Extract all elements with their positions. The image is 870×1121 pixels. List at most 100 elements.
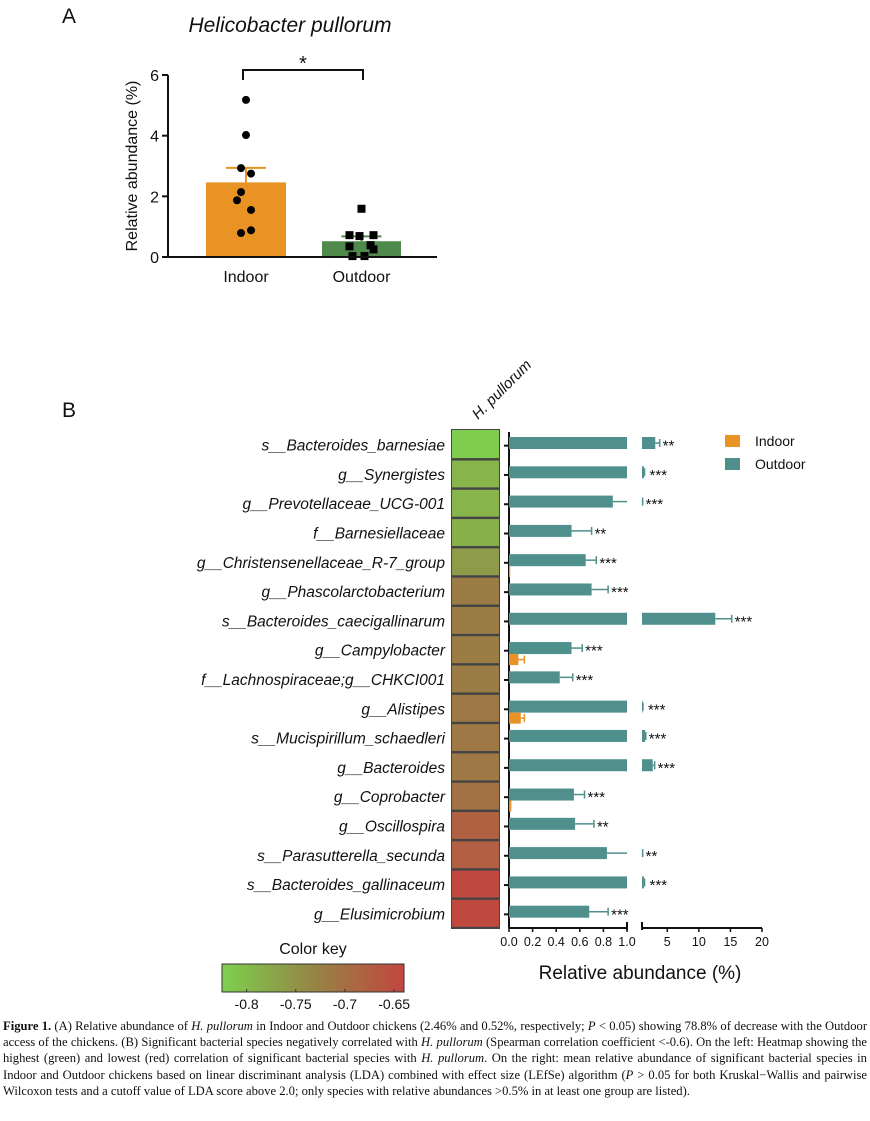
data-point <box>357 204 366 213</box>
figure-caption: Figure 1. (A) Relative abundance of H. p… <box>3 1018 867 1099</box>
data-point <box>247 205 255 214</box>
row-label: g__Bacteroides <box>337 760 445 777</box>
y-tick-label: 2 <box>150 189 159 206</box>
color-key-tick-label: -0.65 <box>378 996 410 1012</box>
bar-outdoor <box>509 583 592 596</box>
heatmap-column-label: H. pullorum <box>469 357 535 423</box>
significance-label: *** <box>650 467 668 484</box>
caption-segment: P <box>587 1019 596 1033</box>
row-label: s__Parasutterella_secunda <box>257 848 445 865</box>
significance-label: *** <box>611 906 629 923</box>
caption-segment: (Spearman correlation coefficient <-0.6)… <box>3 1035 867 1066</box>
significance-label: ** <box>663 438 675 455</box>
significance-label: *** <box>648 701 666 718</box>
data-point <box>345 231 354 240</box>
bar-outdoor-right <box>642 466 644 479</box>
caption-segment: < 0.05) showing 78.8% of decrease with t… <box>3 1019 868 1050</box>
caption-segment: P <box>625 1067 634 1082</box>
x-tick-label: 0.2 <box>524 935 541 949</box>
significance-label: ** <box>646 848 658 865</box>
x-tick-label: 15 <box>723 935 737 949</box>
row-label: f__Lachnospiraceae;g__CHKCI001 <box>201 672 445 689</box>
significance-label: *** <box>646 496 664 513</box>
bar-outdoor-right <box>642 759 653 772</box>
caption-segment: in Indoor and Outdoor chickens (2.46% an… <box>252 1019 588 1033</box>
x-axis-label: Relative abundance (%) <box>539 963 742 984</box>
bar-outdoor-right <box>642 437 656 449</box>
bar-outdoor <box>509 847 607 860</box>
panel-label-b: B <box>62 399 76 422</box>
heatmap-cell <box>452 694 499 722</box>
bar-outdoor <box>509 642 572 655</box>
bar-outdoor <box>509 671 560 684</box>
bar-indoor <box>206 182 286 257</box>
bar-outdoor-right <box>642 729 646 742</box>
legend-swatch-indoor <box>725 435 740 447</box>
caption-segment: H. pullorum <box>421 1051 485 1066</box>
row-label: s__Bacteroides_barnesiae <box>261 438 445 455</box>
caption-segment: H. pullorum <box>421 1035 483 1050</box>
bar-outdoor <box>509 495 613 508</box>
heatmap-cell <box>452 460 499 488</box>
x-tick-label: 10 <box>692 935 706 949</box>
row-label: g__Campylobacter <box>315 643 446 660</box>
significance-label: *** <box>611 584 629 601</box>
caption-segment: > 0.05 for both Kruskal−Wallis and pairw… <box>3 1067 867 1098</box>
heatmap-cell <box>452 665 499 693</box>
x-tick-label: 0.0 <box>500 935 517 949</box>
x-tick-label: 20 <box>755 935 769 949</box>
legend-swatch-outdoor <box>725 458 740 470</box>
significance-label: *** <box>585 643 603 660</box>
row-label: g__Phascolarctobacterium <box>261 584 445 601</box>
data-point <box>242 95 250 104</box>
heatmap-cell <box>452 430 499 459</box>
data-point <box>242 131 250 140</box>
bar-outdoor <box>509 437 627 449</box>
y-tick-label: 0 <box>150 250 159 267</box>
heatmap-cell <box>452 636 499 664</box>
caption-segment: (A) Relative abundance of <box>51 1019 192 1033</box>
bar-outdoor <box>509 759 627 772</box>
data-point <box>345 242 354 251</box>
bar-outdoor-right <box>642 612 716 625</box>
bar-outdoor <box>509 466 627 479</box>
bar-outdoor <box>509 876 627 889</box>
color-key-title: Color key <box>279 941 347 958</box>
row-label: s__Bacteroides_gallinaceum <box>247 877 445 894</box>
bar-outdoor <box>509 905 590 918</box>
bar-indoor <box>509 566 511 578</box>
color-key-tick-label: -0.75 <box>280 996 312 1012</box>
heatmap-cell <box>452 519 499 546</box>
significance-label: ** <box>595 526 607 543</box>
bar-outdoor-right <box>642 876 644 889</box>
caption-segment: . On the right: mean relative abundance … <box>3 1051 867 1082</box>
x-tick-label: Outdoor <box>333 269 391 286</box>
bar-indoor <box>509 800 512 812</box>
bar-outdoor <box>509 700 627 713</box>
heatmap-cell <box>452 489 499 517</box>
caption-segment: Figure 1. <box>3 1019 52 1033</box>
significance-label: *** <box>658 760 676 777</box>
bar-indoor <box>509 654 519 666</box>
bar-outdoor <box>509 788 574 801</box>
heatmap-cell <box>452 548 499 576</box>
row-label: g__Coprobacter <box>334 789 446 806</box>
data-point <box>237 164 245 173</box>
chart-title: Helicobacter pullorum <box>188 14 391 37</box>
caption-segment: H. pullorum <box>191 1019 253 1033</box>
data-point <box>233 196 241 205</box>
heatmap-cell <box>452 899 499 927</box>
color-key-tick-label: -0.8 <box>235 996 259 1012</box>
significance-label: *** <box>599 555 617 572</box>
significance-bracket <box>242 69 364 80</box>
data-point <box>237 229 245 238</box>
data-point <box>366 241 375 250</box>
data-point <box>237 188 245 197</box>
significance-label: *** <box>735 613 753 630</box>
heatmap-cell <box>452 870 499 898</box>
row-label: s__Mucispirillum_schaedleri <box>251 731 445 748</box>
bar-indoor <box>509 712 521 724</box>
row-label: g__Elusimicrobium <box>314 906 445 923</box>
row-label: f__Barnesiellaceae <box>313 526 445 543</box>
